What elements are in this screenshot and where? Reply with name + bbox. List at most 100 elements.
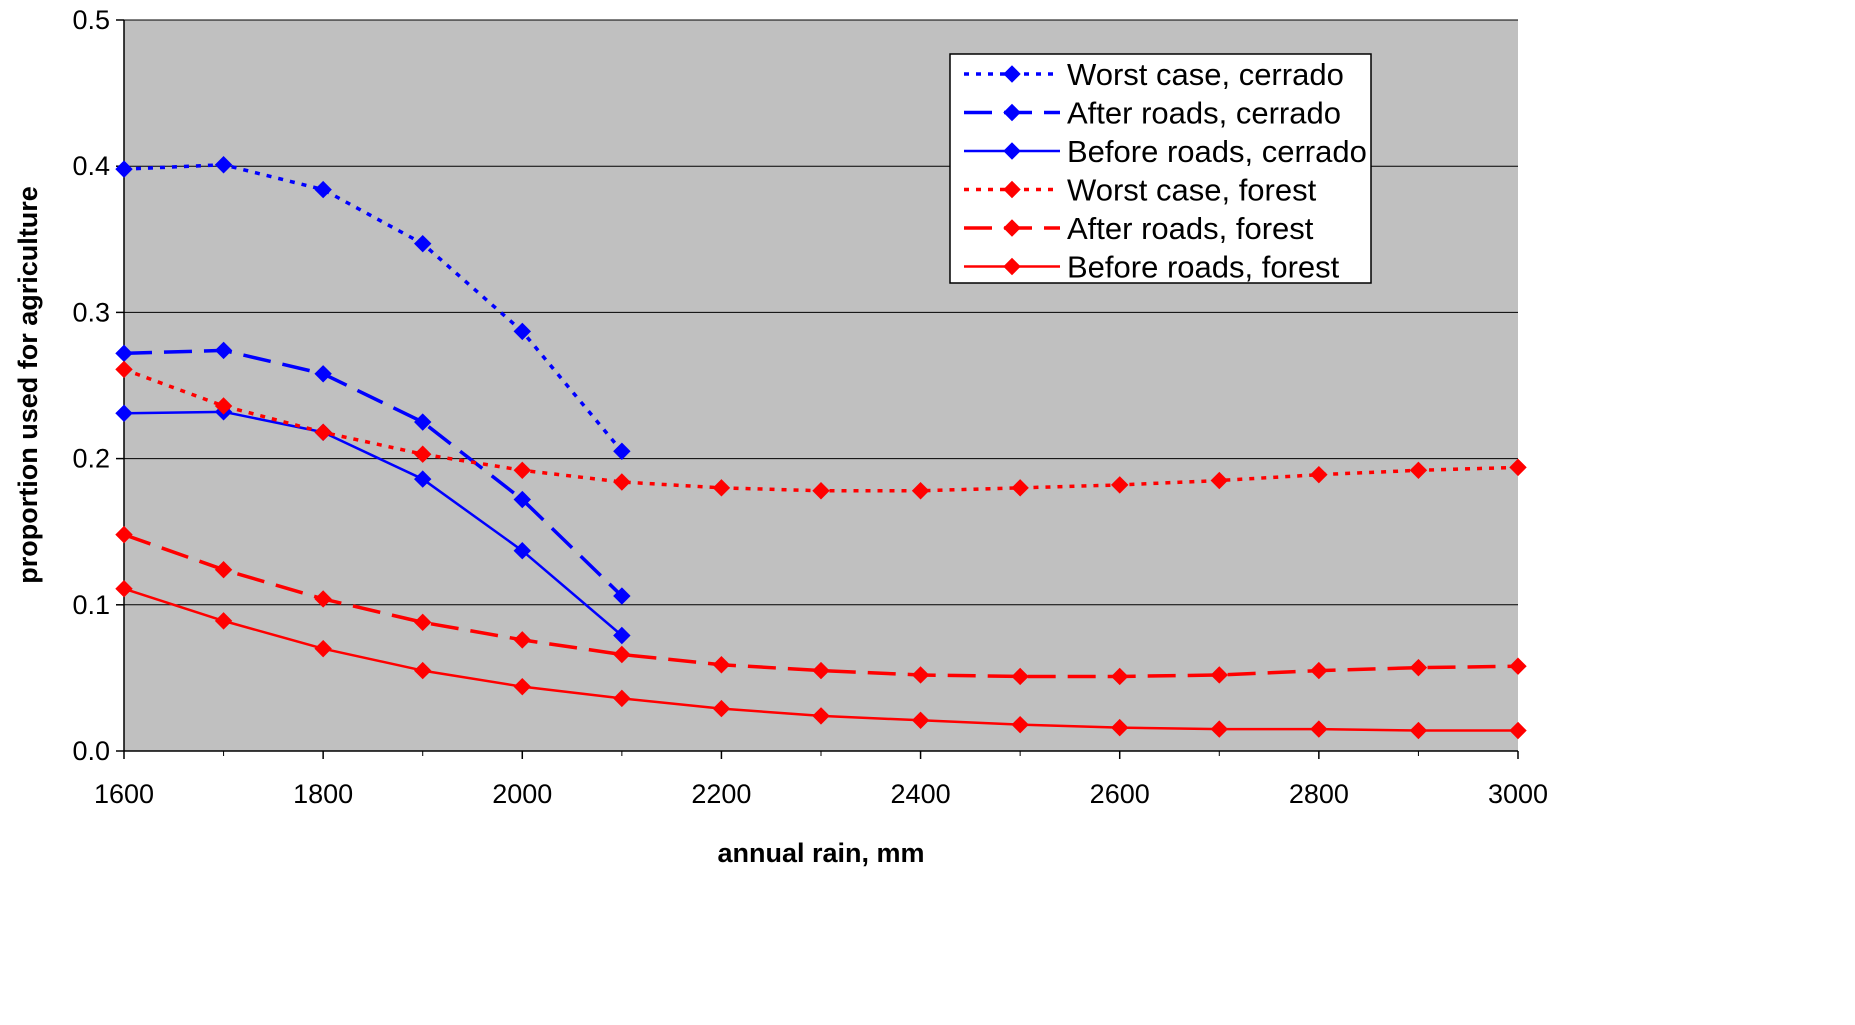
- data-point: [115, 580, 133, 598]
- legend-swatch-marker: [1003, 103, 1021, 122]
- legend-item: After roads, cerrado: [964, 96, 1341, 131]
- data-point: [1111, 667, 1129, 686]
- data-point: [1509, 721, 1527, 740]
- x-tick-label: 2200: [691, 779, 751, 809]
- data-point: [214, 156, 233, 174]
- data-point: [911, 666, 930, 684]
- data-point: [613, 645, 631, 664]
- legend-label: Before roads, forest: [1067, 250, 1340, 285]
- series-line: [123, 410, 623, 637]
- data-point: [1409, 461, 1428, 480]
- x-tick-label: 2800: [1289, 779, 1349, 809]
- x-tick-label: 1600: [94, 779, 154, 809]
- legend-label: After roads, forest: [1067, 211, 1314, 246]
- data-point: [911, 482, 930, 500]
- data-point: [1111, 476, 1129, 494]
- data-point: [613, 587, 631, 605]
- data-point: [712, 699, 731, 718]
- legend-box: [949, 53, 1372, 284]
- x-tick-label: 2000: [492, 779, 552, 809]
- legend-item: Before roads, forest: [964, 250, 1340, 285]
- data-point: [314, 365, 332, 383]
- data-point: [812, 482, 830, 500]
- data-point: [214, 561, 233, 579]
- data-point: [613, 442, 631, 460]
- data-point: [613, 473, 631, 491]
- x-tick-label: 2400: [891, 779, 951, 809]
- data-point: [1509, 458, 1527, 477]
- data-point: [115, 160, 133, 178]
- data-point: [513, 541, 531, 560]
- x-tick-label: 1800: [293, 779, 353, 809]
- series-line: [123, 532, 1519, 679]
- legend-item: Worst case, cerrado: [964, 57, 1344, 92]
- data-point: [812, 661, 830, 680]
- data-point: [414, 613, 432, 632]
- data-point: [513, 322, 531, 341]
- data-point: [911, 711, 930, 730]
- data-point: [812, 707, 830, 725]
- data-point: [1310, 661, 1328, 680]
- data-point: [115, 360, 133, 379]
- data-point: [214, 612, 233, 630]
- legend-swatch-marker: [1003, 257, 1021, 276]
- data-point: [1111, 718, 1129, 737]
- data-point: [513, 490, 531, 509]
- y-tick-label: 0.5: [72, 5, 110, 35]
- legend-swatch-marker: [1003, 180, 1021, 199]
- data-point: [1210, 471, 1228, 490]
- data-point: [414, 445, 432, 463]
- data-point: [513, 677, 531, 696]
- data-point: [314, 180, 332, 199]
- data-point: [1409, 721, 1428, 740]
- data-point: [414, 234, 432, 253]
- legend-label: Before roads, cerrado: [1067, 134, 1367, 169]
- data-point: [1011, 715, 1029, 734]
- data-point: [1409, 658, 1428, 677]
- legend-label: Worst case, cerrado: [1067, 57, 1344, 92]
- data-point: [1509, 657, 1527, 675]
- x-tick-label: 2600: [1090, 779, 1150, 809]
- data-point: [1310, 465, 1328, 484]
- y-tick-label: 0.1: [72, 590, 110, 620]
- data-point: [214, 341, 233, 360]
- data-point: [1011, 479, 1029, 497]
- series-layer: [115, 156, 1527, 740]
- data-point: [613, 689, 631, 708]
- data-point: [1210, 720, 1228, 738]
- x-axis-title: annual rain, mm: [717, 838, 924, 868]
- data-point: [613, 626, 631, 645]
- data-point: [115, 404, 133, 422]
- legend-item: Worst case, forest: [964, 173, 1317, 208]
- data-point: [115, 525, 133, 544]
- data-point: [1310, 720, 1328, 738]
- x-tick-label: 3000: [1488, 779, 1548, 809]
- data-point: [414, 413, 432, 431]
- data-point: [414, 661, 432, 680]
- series-0: [115, 156, 631, 460]
- axes: 0.0 0.1 0.2 0.3 0.4 0.5 1600 1800 2000 2200 2400 26…: [72, 5, 1548, 809]
- data-point: [314, 423, 332, 441]
- data-point: [314, 639, 332, 658]
- data-point: [513, 461, 531, 480]
- data-point: [1011, 667, 1029, 686]
- legend-item: Before roads, cerrado: [964, 134, 1367, 169]
- series-2: [115, 403, 631, 645]
- series-1: [115, 341, 631, 605]
- gridlines: [124, 19, 1518, 606]
- legend-swatch-marker: [1003, 65, 1021, 83]
- legend-label: After roads, cerrado: [1067, 96, 1341, 131]
- series-line: [123, 348, 624, 598]
- legend-item: After roads, forest: [964, 211, 1314, 246]
- legend-label: Worst case, forest: [1067, 173, 1317, 208]
- data-point: [1210, 666, 1228, 684]
- legend-swatch-marker: [1003, 142, 1021, 160]
- data-point: [314, 590, 332, 608]
- y-tick-label: 0.4: [72, 151, 110, 181]
- data-point: [712, 479, 731, 497]
- series-5: [115, 580, 1527, 740]
- y-tick-label: 0.2: [72, 444, 110, 474]
- y-tick-label: 0.3: [72, 297, 110, 327]
